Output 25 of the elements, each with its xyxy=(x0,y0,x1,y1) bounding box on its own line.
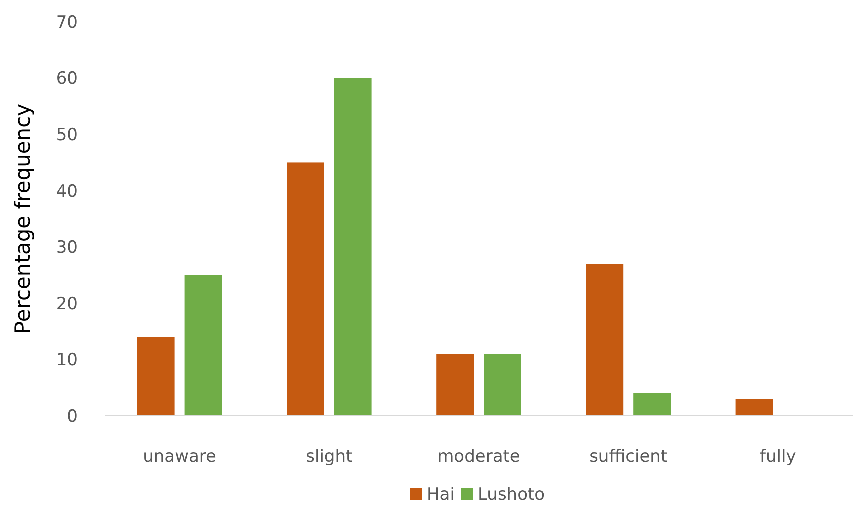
y-tick-label: 40 xyxy=(56,182,78,202)
bar xyxy=(137,337,175,416)
legend-label: Hai xyxy=(427,484,455,505)
y-tick-label: 30 xyxy=(56,238,78,258)
bar xyxy=(184,275,222,416)
x-tick-label: sufficient xyxy=(590,447,668,467)
y-tick-label: 0 xyxy=(67,406,78,427)
x-tick-label: moderate xyxy=(438,447,520,467)
bar xyxy=(334,78,372,416)
legend-label: Lushoto xyxy=(478,484,546,505)
bar xyxy=(634,393,671,416)
x-tick-label: slight xyxy=(306,447,353,467)
y-tick-label: 70 xyxy=(56,12,78,33)
y-axis-title: Percentage frequency xyxy=(11,104,35,334)
bar xyxy=(287,162,324,416)
y-tick-label: 60 xyxy=(56,69,78,90)
bar xyxy=(436,354,474,416)
x-tick-label: unaware xyxy=(143,447,216,467)
x-tick-label: fully xyxy=(760,447,796,467)
y-tick-label: 20 xyxy=(56,294,78,314)
y-tick-label: 50 xyxy=(56,126,78,146)
y-tick-label: 10 xyxy=(56,350,78,371)
bar xyxy=(484,354,522,416)
bar xyxy=(736,399,774,416)
bar xyxy=(586,264,624,416)
